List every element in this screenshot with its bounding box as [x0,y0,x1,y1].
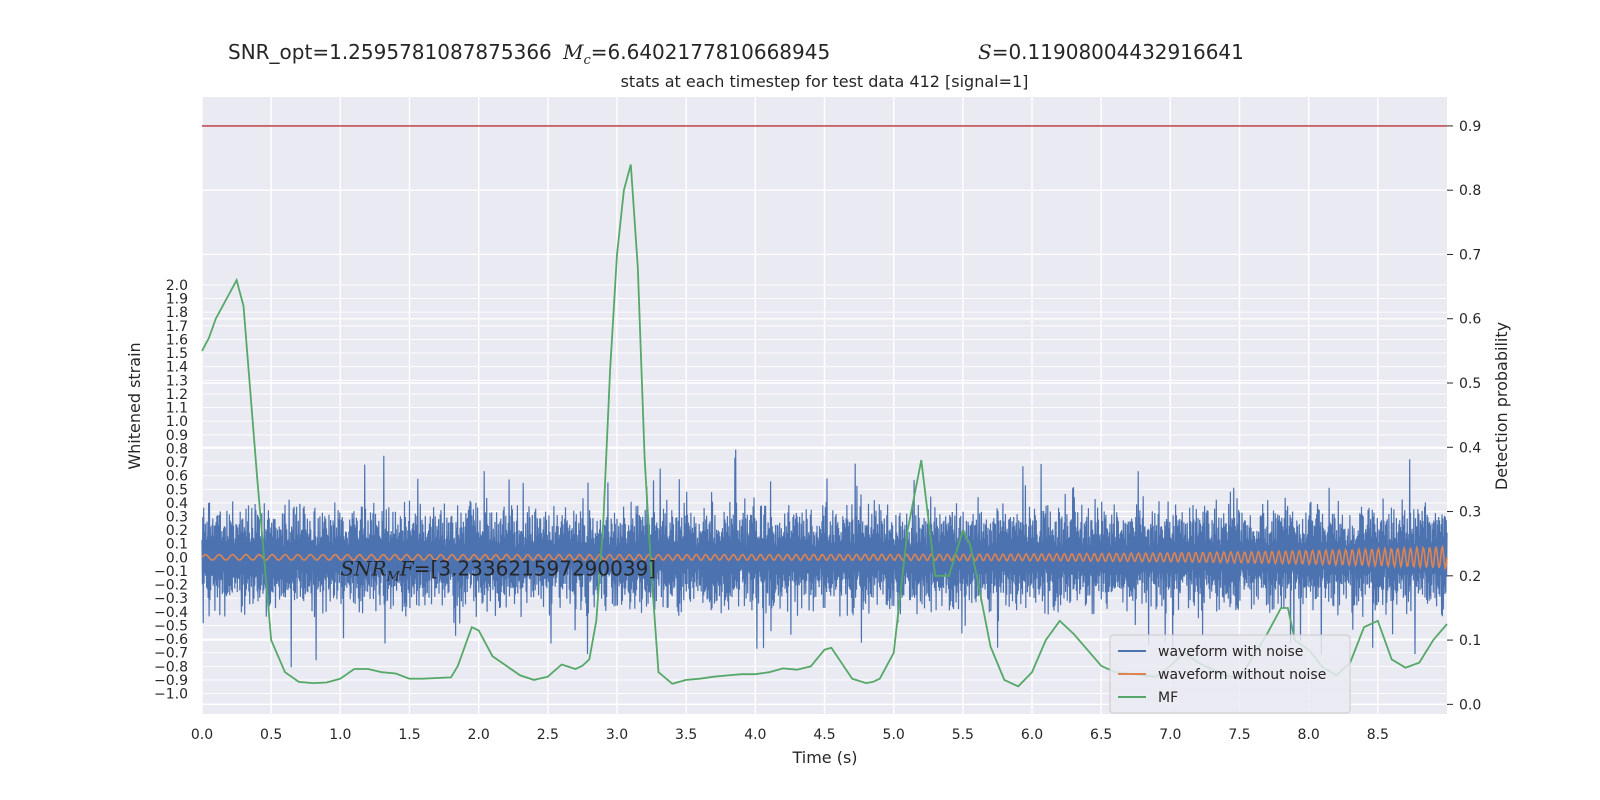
right-tick-label: 0.7 [1459,247,1481,263]
right-axis-label: Detection probability [1492,322,1511,490]
s-statistic-label: S=0.11908004432916641 [978,40,1244,64]
left-tick-label: −0.1 [154,564,188,580]
x-tick-label: 6.5 [1090,727,1112,743]
left-tick-label: 1.9 [166,292,188,308]
legend-label: MF [1158,690,1178,706]
left-tick-label: 1.8 [166,305,188,321]
x-tick-label: 1.0 [329,727,351,743]
left-tick-label: 1.6 [166,332,188,348]
right-tick-label: 0.0 [1459,697,1481,713]
snr-opt-label: SNR_opt=1.2595781087875366 [228,40,552,64]
left-tick-label: −1.0 [154,687,188,703]
left-tick-label: 1.1 [166,401,188,417]
right-tick-label: 0.8 [1459,183,1481,199]
snr-mf-symbol: SNR [340,556,386,580]
x-tick-label: 7.5 [1228,727,1250,743]
left-tick-label: 0.0 [166,550,188,566]
x-axis-label: Time (s) [791,748,857,767]
snr-mf-symbol-tail: F [399,556,415,580]
x-tick-label: 1.5 [398,727,420,743]
x-tick-label: 8.0 [1298,727,1320,743]
left-tick-label: 2.0 [166,278,188,294]
x-tick-label: 7.0 [1159,727,1181,743]
left-tick-label: 0.1 [166,537,188,553]
right-tick-label: 0.5 [1459,376,1481,392]
left-tick-label: 1.3 [166,373,188,389]
x-tick-label: 3.5 [675,727,697,743]
chirp-mass-label: Mc=6.6402177810668945 [563,40,831,68]
x-tick-label: 0.5 [260,727,282,743]
left-tick-label: 1.7 [166,319,188,335]
left-tick-label: 1.4 [166,360,188,376]
x-tick-label: 2.5 [537,727,559,743]
x-tick-label: 4.0 [744,727,766,743]
left-axis-label: Whitened strain [125,342,144,469]
left-tick-label: 0.3 [166,510,188,526]
left-tick-label: 0.8 [166,441,188,457]
snr-mf-annotation: SNRMF=[3.233621597290039] [340,556,656,584]
left-tick-label: 0.6 [166,469,188,485]
left-tick-label: −0.5 [154,618,188,634]
x-tick-label: 3.0 [606,727,628,743]
x-axis-ticks: 0.0 0.5 1.0 1.5 2.0 2.5 3.0 3.5 4.0 4.5 5.0 5.5 6.0 6… [191,727,1389,743]
snr-mf-value: =[3.233621597290039] [414,556,656,580]
left-tick-label: 0.7 [166,455,188,471]
left-tick-label: 1.5 [166,346,188,362]
left-axis-ticks: −1.0−0.9−0.8−0.7−0.6−0.5−0.4−0.3−0.2−0.1… [154,278,188,703]
left-tick-label: −0.7 [154,646,188,662]
right-tick-label: 0.2 [1459,569,1481,585]
left-tick-label: 0.5 [166,482,188,498]
right-tick-label: 0.9 [1459,119,1481,135]
left-tick-label: −0.3 [154,591,188,607]
left-tick-label: 1.2 [166,387,188,403]
x-tick-label: 4.5 [813,727,835,743]
x-tick-label: 6.0 [1021,727,1043,743]
snr-mf-subscript: M [386,569,401,584]
left-tick-label: −0.4 [154,605,188,621]
left-tick-label: 1.0 [166,414,188,430]
left-tick-label: −0.2 [154,578,188,594]
chart-title: stats at each timestep for test data 412… [620,72,1029,91]
left-tick-label: 0.4 [166,496,188,512]
left-tick-label: −0.8 [154,659,188,675]
right-tick-label: 0.6 [1459,312,1481,328]
x-tick-label: 5.5 [952,727,974,743]
left-tick-label: 0.2 [166,523,188,539]
left-tick-label: −0.6 [154,632,188,648]
waveform-with-noise-line [201,449,1448,668]
right-tick-label: 0.4 [1459,440,1481,456]
left-tick-label: 0.9 [166,428,188,444]
waveform-without-noise-line [201,544,1448,571]
right-tick-label: 0.3 [1459,505,1481,521]
legend: waveform with noise waveform without nois… [1109,634,1351,714]
x-tick-label: 5.0 [883,727,905,743]
legend-label: waveform without noise [1158,667,1326,683]
x-tick-label: 0.0 [191,727,213,743]
legend-label: waveform with noise [1158,644,1303,660]
right-axis-ticks: 0.0 0.1 0.2 0.3 0.4 0.5 0.6 0.7 0.8 0.9 [1447,119,1481,713]
right-tick-label: 0.1 [1459,633,1481,649]
legend-box [1109,634,1351,714]
left-tick-label: −0.9 [154,673,188,689]
x-tick-label: 8.5 [1367,727,1389,743]
snr-mf-text: SNRMF=[3.233621597290039] [340,556,656,584]
x-tick-label: 2.0 [468,727,490,743]
